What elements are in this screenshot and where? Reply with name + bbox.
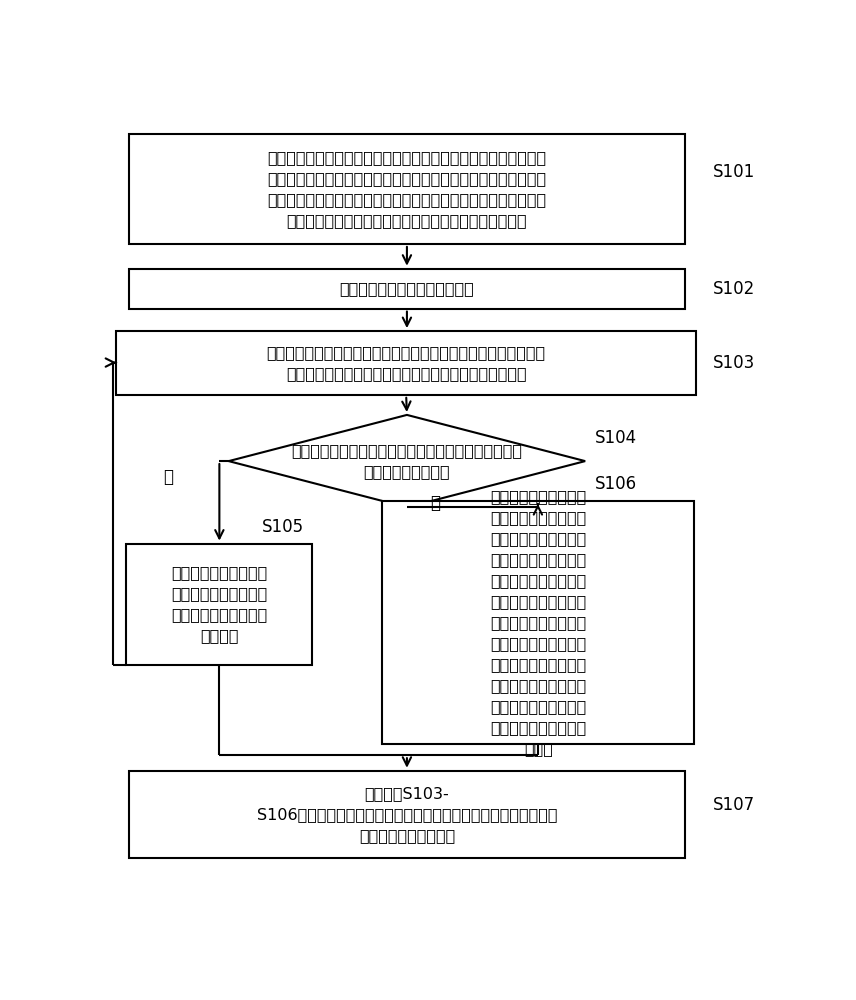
Text: S107: S107 <box>713 796 755 814</box>
Text: 是: 是 <box>431 494 440 512</box>
Text: 将基准轨迹点和该基准轨迹点对应的下一车辆轨迹点作为纠偏点对
，并计算基准轨迹点与对应的下一车辆轨迹点之间的距离: 将基准轨迹点和该基准轨迹点对应的下一车辆轨迹点作为纠偏点对 ，并计算基准轨迹点与… <box>266 345 546 381</box>
Text: S102: S102 <box>713 280 755 298</box>
Text: S105: S105 <box>262 518 304 536</box>
Text: S101: S101 <box>713 163 755 181</box>
Text: 获取道路轨迹信息中与
基准轨迹点距离最近的
道路线段、道路轨迹中
与下一车辆轨迹点距离
最近的道路线段，并根
据与基准轨迹点距离最
近的道路线段和与下一
车辆轨: 获取道路轨迹信息中与 基准轨迹点距离最近的 道路线段、道路轨迹中 与下一车辆轨迹… <box>490 489 586 756</box>
Bar <box>116 331 696 395</box>
Text: 否: 否 <box>163 468 173 486</box>
Text: 判断基准轨迹点与对应的下一车辆轨迹点之间的距离是
否大于最大时速距离: 判断基准轨迹点与对应的下一车辆轨迹点之间的距离是 否大于最大时速距离 <box>291 443 522 479</box>
Text: S106: S106 <box>595 475 638 493</box>
Bar <box>382 501 694 744</box>
Text: 将该基准轨迹点添加入
绘制点集合，并将下一
车辆轨迹点作为新的基
准轨迹点: 将该基准轨迹点添加入 绘制点集合，并将下一 车辆轨迹点作为新的基 准轨迹点 <box>171 565 267 643</box>
Bar <box>128 771 685 858</box>
Bar <box>128 134 685 244</box>
Text: 循环步骤S103-
S106，直至所有车辆轨迹点遍历完毕，并根据最终的绘制点集合进
行公交线路的自动绘制: 循环步骤S103- S106，直至所有车辆轨迹点遍历完毕，并根据最终的绘制点集合… <box>257 786 557 843</box>
Text: S103: S103 <box>713 354 755 372</box>
Polygon shape <box>229 415 586 507</box>
Text: 根据车辆轨迹点确定基准轨迹点: 根据车辆轨迹点确定基准轨迹点 <box>340 281 474 296</box>
Bar <box>128 269 685 309</box>
Text: S104: S104 <box>595 429 638 447</box>
Bar <box>127 544 312 665</box>
Text: 获取车辆定位数据和道路轨迹信息，并对车辆定位数据进行预处理
，以得到对应的车辆轨迹点，其中，车辆轨迹点按预设频率获取，
道路轨迹信息包括多条道路的轨迹信息，每条: 获取车辆定位数据和道路轨迹信息，并对车辆定位数据进行预处理 ，以得到对应的车辆轨… <box>267 150 546 228</box>
